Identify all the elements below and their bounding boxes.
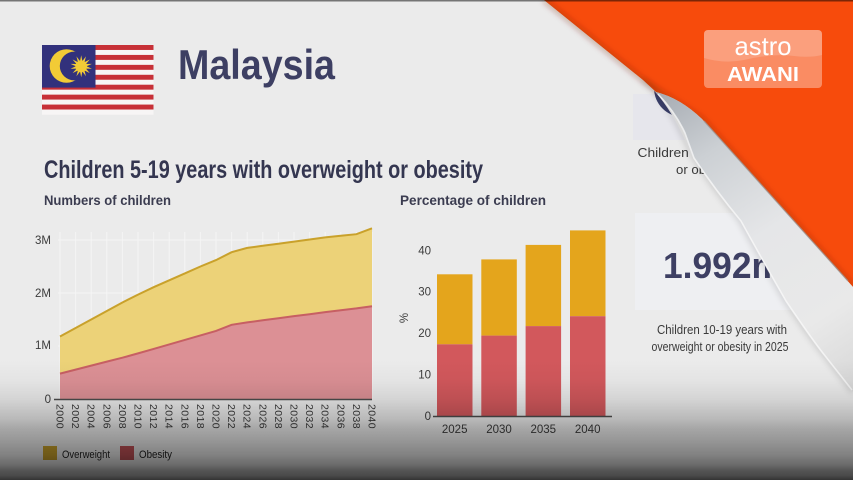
svg-text:Children 5-19 years with overw: Children 5-19 years with overweight or o… [44, 156, 483, 184]
svg-text:40: 40 [418, 245, 431, 257]
svg-text:overweight or obesity in 2025: overweight or obesity in 2025 [652, 340, 789, 354]
svg-text:Malaysia: Malaysia [178, 41, 336, 88]
svg-text:Children 10-19 years with: Children 10-19 years with [657, 323, 787, 337]
svg-text:Numbers of children: Numbers of children [44, 192, 171, 208]
svg-text:20: 20 [418, 328, 431, 340]
svg-text:AWANI: AWANI [727, 64, 799, 86]
svg-text:1M: 1M [35, 340, 51, 352]
svg-text:3M: 3M [35, 235, 51, 247]
svg-text:Percentage of children: Percentage of children [400, 192, 546, 208]
svg-text:%: % [399, 313, 411, 323]
svg-text:2M: 2M [35, 288, 51, 300]
svg-text:astro: astro [735, 31, 792, 61]
svg-text:30: 30 [418, 287, 431, 299]
